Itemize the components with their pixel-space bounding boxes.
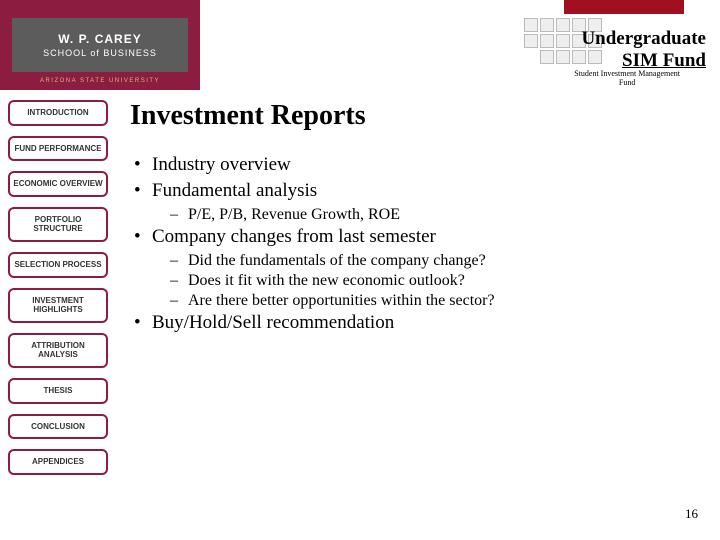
sub-bullet-item: Are there better opportunities within th… bbox=[130, 292, 700, 310]
slide-title: Investment Reports bbox=[130, 100, 700, 132]
nav-selection-process[interactable]: SELECTION PROCESS bbox=[8, 252, 108, 278]
header-title: Undergraduate SIM Fund bbox=[581, 28, 706, 72]
bullet-item: Company changes from last semester bbox=[130, 226, 700, 248]
page-number: 16 bbox=[685, 506, 698, 522]
sidebar-nav: INTRODUCTION FUND PERFORMANCE ECONOMIC O… bbox=[8, 100, 108, 475]
nav-portfolio-structure[interactable]: PORTFOLIO STRUCTURE bbox=[8, 207, 108, 242]
nav-fund-performance[interactable]: FUND PERFORMANCE bbox=[8, 136, 108, 162]
accent-bar bbox=[564, 0, 684, 14]
bullet-item: Industry overview bbox=[130, 154, 700, 176]
nav-introduction[interactable]: INTRODUCTION bbox=[8, 100, 108, 126]
nav-economic-overview[interactable]: ECONOMIC OVERVIEW bbox=[8, 171, 108, 197]
bullet-item: Fundamental analysis bbox=[130, 180, 700, 202]
bullet-list: Industry overview Fundamental analysis P… bbox=[130, 154, 700, 334]
bullet-item: Buy/Hold/Sell recommendation bbox=[130, 312, 700, 334]
nav-appendices[interactable]: APPENDICES bbox=[8, 449, 108, 475]
logo-line1: W. P. CAREY bbox=[58, 32, 141, 46]
slide-content: Investment Reports Industry overview Fun… bbox=[130, 100, 700, 338]
school-logo: W. P. CAREY SCHOOL of BUSINESS bbox=[12, 18, 188, 72]
nav-investment-highlights[interactable]: INVESTMENT HIGHLIGHTS bbox=[8, 288, 108, 323]
sub-bullet-item: Does it fit with the new economic outloo… bbox=[130, 272, 700, 290]
nav-attribution-analysis[interactable]: ATTRIBUTION ANALYSIS bbox=[8, 333, 108, 368]
nav-conclusion[interactable]: CONCLUSION bbox=[8, 414, 108, 440]
header-subtitle: Student Investment Management Fund bbox=[574, 70, 680, 88]
logo-subtext: ARIZONA STATE UNIVERSITY bbox=[12, 74, 188, 88]
sub-bullet-item: P/E, P/B, Revenue Growth, ROE bbox=[130, 206, 700, 224]
header-title-line1: Undergraduate bbox=[581, 28, 706, 50]
nav-thesis[interactable]: THESIS bbox=[8, 378, 108, 404]
header: W. P. CAREY SCHOOL of BUSINESS ARIZONA S… bbox=[0, 0, 720, 90]
logo-line2: SCHOOL of BUSINESS bbox=[43, 48, 157, 58]
sub-bullet-item: Did the fundamentals of the company chan… bbox=[130, 252, 700, 270]
